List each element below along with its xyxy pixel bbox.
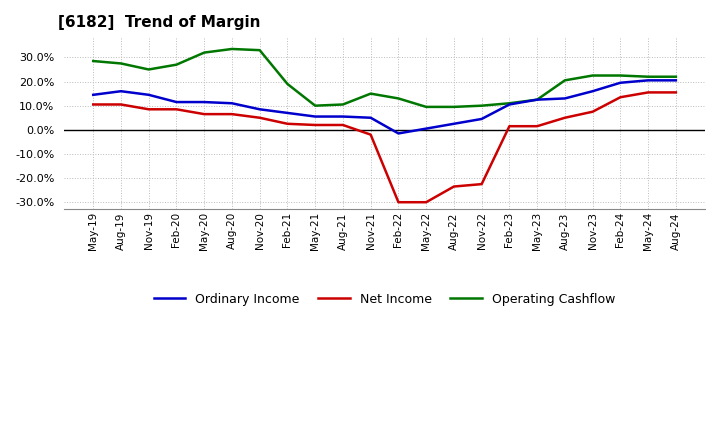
Ordinary Income [145,92,153,98]
Operating Cashflow [505,101,513,106]
Net Income [283,121,292,126]
Ordinary Income [311,114,320,119]
Operating Cashflow [117,61,125,66]
Ordinary Income [394,131,402,136]
Operating Cashflow [616,73,625,78]
Ordinary Income [644,78,652,83]
Ordinary Income [449,121,458,126]
Ordinary Income [172,99,181,105]
Operating Cashflow [89,59,97,64]
Operating Cashflow [449,104,458,110]
Ordinary Income [616,80,625,85]
Net Income [561,115,570,121]
Operating Cashflow [145,67,153,72]
Operating Cashflow [338,102,347,107]
Operating Cashflow [311,103,320,108]
Net Income [449,184,458,189]
Ordinary Income [588,88,597,94]
Operating Cashflow [644,74,652,79]
Ordinary Income [422,126,431,131]
Ordinary Income [256,106,264,112]
Ordinary Income [672,78,680,83]
Ordinary Income [561,96,570,101]
Net Income [366,132,375,137]
Ordinary Income [477,116,486,121]
Operating Cashflow [172,62,181,67]
Text: [6182]  Trend of Margin: [6182] Trend of Margin [58,15,260,30]
Net Income [422,200,431,205]
Net Income [89,102,97,107]
Operating Cashflow [200,50,209,55]
Operating Cashflow [561,78,570,83]
Net Income [228,111,236,117]
Net Income [117,102,125,107]
Net Income [477,181,486,187]
Ordinary Income [228,101,236,106]
Net Income [644,90,652,95]
Net Income [588,109,597,114]
Legend: Ordinary Income, Net Income, Operating Cashflow: Ordinary Income, Net Income, Operating C… [149,288,620,311]
Ordinary Income [366,115,375,121]
Ordinary Income [200,99,209,105]
Operating Cashflow [533,97,541,102]
Ordinary Income [117,88,125,94]
Ordinary Income [338,114,347,119]
Net Income [505,124,513,129]
Net Income [616,95,625,100]
Net Income [200,111,209,117]
Net Income [311,122,320,128]
Line: Ordinary Income: Ordinary Income [93,81,676,133]
Net Income [338,122,347,128]
Net Income [172,106,181,112]
Net Income [394,200,402,205]
Line: Operating Cashflow: Operating Cashflow [93,49,676,107]
Ordinary Income [505,102,513,107]
Ordinary Income [533,97,541,102]
Net Income [145,106,153,112]
Net Income [533,124,541,129]
Net Income [256,115,264,121]
Operating Cashflow [256,48,264,53]
Operating Cashflow [477,103,486,108]
Line: Net Income: Net Income [93,92,676,202]
Net Income [672,90,680,95]
Operating Cashflow [283,81,292,87]
Ordinary Income [283,110,292,116]
Operating Cashflow [394,96,402,101]
Operating Cashflow [422,104,431,110]
Ordinary Income [89,92,97,98]
Operating Cashflow [228,46,236,51]
Operating Cashflow [672,74,680,79]
Operating Cashflow [366,91,375,96]
Operating Cashflow [588,73,597,78]
